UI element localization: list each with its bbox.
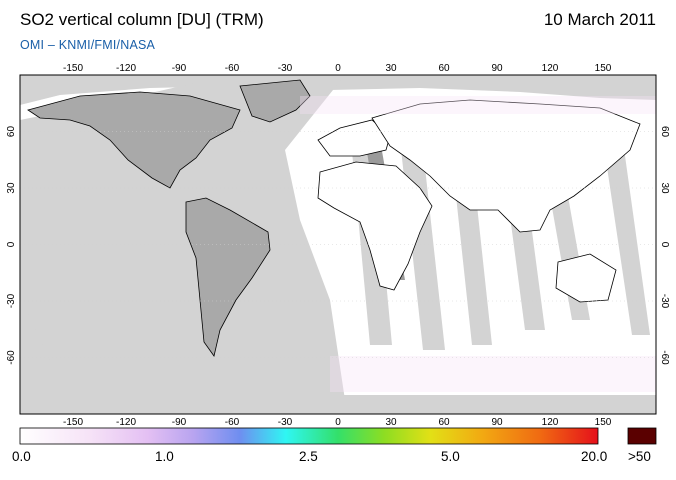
lon-tick-label-top: -90 <box>172 63 187 74</box>
lon-tick-label-bottom: -60 <box>225 417 240 428</box>
map-area <box>20 75 656 414</box>
low-so2-band-south <box>330 356 656 392</box>
map-date: 10 March 2011 <box>543 10 656 29</box>
lon-tick-label-bottom: -90 <box>172 417 187 428</box>
colorbar-label-1: 1.0 <box>155 449 174 464</box>
colorbar-label-min: 0.0 <box>12 449 31 464</box>
arctic-no-data <box>20 75 656 105</box>
map-frame <box>19 74 657 415</box>
lat-tick-label-right: 0 <box>659 242 670 248</box>
lat-tick-label-left: 30 <box>6 182 17 194</box>
lon-tick-label-bottom: -150 <box>63 417 83 428</box>
south-america-landmass <box>185 197 271 357</box>
colorbar-label-over: >50 <box>628 449 651 464</box>
colorbar-gradient <box>19 427 599 445</box>
lat-tick-label-left: 60 <box>6 126 17 138</box>
swath-gap-6 <box>600 120 650 335</box>
lat-tick-label-left: 0 <box>6 241 17 247</box>
lon-tick-label-top: -30 <box>278 63 293 74</box>
asia-landmass <box>371 99 641 233</box>
lat-tick-label-right: -30 <box>659 294 670 309</box>
map-title: SO2 vertical column [DU] (TRM) <box>20 10 264 29</box>
low-so2-band-north <box>300 96 656 114</box>
lat-tick-label-right: -60 <box>659 350 670 365</box>
lon-tick-label-top: 0 <box>335 63 341 74</box>
data-credit: OMI – KNMI/FMI/NASA <box>20 38 156 52</box>
lon-tick-label-bottom: -120 <box>116 417 136 428</box>
lon-tick-label-bottom: 30 <box>385 417 397 428</box>
lon-tick-label-bottom: -30 <box>278 417 293 428</box>
lon-tick-label-bottom: 150 <box>595 417 612 428</box>
africa-landmass <box>317 161 433 291</box>
lon-tick-label-bottom: 90 <box>491 417 503 428</box>
lon-tick-label-top: -60 <box>225 63 240 74</box>
greenland-landmass <box>239 79 311 123</box>
lon-tick-label-top: 120 <box>542 63 559 74</box>
lon-tick-label-top: 60 <box>438 63 450 74</box>
colorbar-label-20: 20.0 <box>581 449 608 464</box>
colorbar-label-2-5: 2.5 <box>299 449 318 464</box>
lon-tick-label-top: -150 <box>63 63 83 74</box>
no-data-region-pacific <box>22 195 125 360</box>
lat-tick-label-left: -60 <box>6 350 17 365</box>
lon-ticks-bottom: -150 -120 -90 -60 -30 0 30 60 90 120 150 <box>63 417 612 428</box>
north-america-landmass <box>27 91 241 189</box>
lon-tick-label-bottom: 60 <box>438 417 450 428</box>
colorbar-overflow-swatch <box>627 427 657 445</box>
lat-tick-label-right: 30 <box>659 182 670 194</box>
lat-ticks-left: 60 30 0 -30 -60 <box>6 126 17 365</box>
lon-tick-label-top: 150 <box>595 63 612 74</box>
lon-tick-label-bottom: 0 <box>335 417 341 428</box>
lon-tick-label-top: 90 <box>491 63 503 74</box>
lon-tick-label-top: -120 <box>116 63 136 74</box>
lat-tick-label-left: -30 <box>6 293 17 308</box>
lat-tick-label-right: 60 <box>659 126 670 138</box>
colorbar-label-5: 5.0 <box>441 449 460 464</box>
lat-ticks-right: 60 30 0 -30 -60 <box>659 126 670 365</box>
lon-tick-label-top: 30 <box>385 63 397 74</box>
lon-tick-label-bottom: 120 <box>542 417 559 428</box>
australia-landmass <box>555 253 617 303</box>
lon-ticks-top: -150 -120 -90 -60 -30 0 30 60 90 120 150 <box>63 63 612 74</box>
